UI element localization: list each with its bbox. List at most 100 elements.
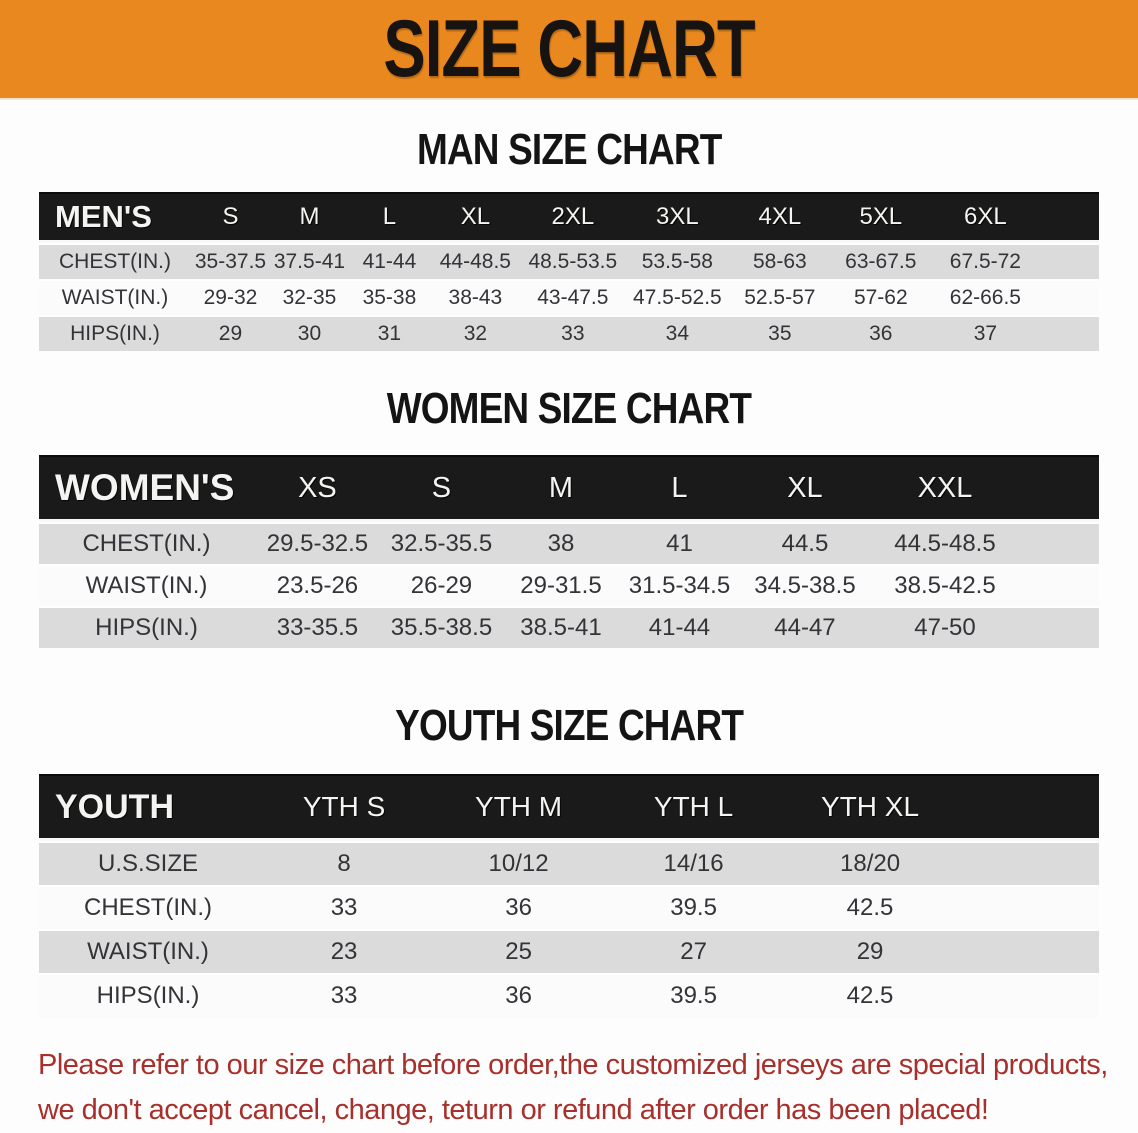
column-header: XL — [429, 192, 521, 243]
table-cell: 39.5 — [606, 973, 782, 1017]
table-cell: 32.5-35.5 — [380, 522, 502, 564]
table-row: CHEST(IN.) 33 36 39.5 42.5 — [39, 885, 1099, 929]
table-cell: 31 — [348, 315, 430, 351]
table-cell: 18/20 — [781, 841, 1099, 885]
women-section-title-text: WOMEN SIZE CHART — [386, 384, 752, 433]
table-row: WAIST(IN.) 23.5-26 26-29 29-31.5 31.5-34… — [39, 564, 1099, 606]
table-cell: 41-44 — [348, 243, 430, 279]
table-cell: 29 — [191, 315, 270, 351]
column-header: S — [191, 192, 270, 243]
table-cell: 33 — [257, 885, 432, 929]
table-cell: 44-48.5 — [429, 243, 521, 279]
table-cell: 35-37.5 — [191, 243, 270, 279]
row-label: WAIST(IN.) — [39, 279, 191, 315]
table-row: CHEST(IN.) 29.5-32.5 32.5-35.5 38 41 44.… — [39, 522, 1099, 564]
table-cell: 38 — [501, 522, 620, 564]
youth-section-title: YOUTH SIZE CHART — [0, 702, 1138, 750]
row-label: HIPS(IN.) — [39, 606, 254, 648]
column-header: YTH M — [431, 774, 607, 841]
table-cell: 8 — [257, 841, 432, 885]
table-cell: 26-29 — [380, 564, 502, 606]
table-cell: 43-47.5 — [520, 279, 625, 315]
man-section-title: MAN SIZE CHART — [0, 126, 1138, 174]
table-cell: 35 — [729, 315, 830, 351]
row-label: CHEST(IN.) — [39, 243, 191, 279]
column-header: M — [501, 455, 620, 522]
table-cell: 48.5-53.5 — [520, 243, 625, 279]
table-cell: 57-62 — [829, 279, 932, 315]
table-row: HIPS(IN.) 29 30 31 32 33 34 35 36 37 — [39, 315, 1099, 351]
men-size-table: MEN'S S M L XL 2XL 3XL 4XL 5XL 6XL CHEST… — [39, 192, 1099, 351]
disclaimer-text: Please refer to our size chart before or… — [38, 1043, 1138, 1133]
size-chart-banner: SIZE CHART — [0, 0, 1138, 100]
row-label: U.S.SIZE — [39, 841, 258, 885]
table-cell: 27 — [606, 929, 782, 973]
row-label: HIPS(IN.) — [39, 315, 191, 351]
table-cell: 53.5-58 — [624, 243, 730, 279]
table-cell: 36 — [431, 885, 607, 929]
column-header: WOMEN'S — [39, 455, 254, 522]
table-cell: 29.5-32.5 — [253, 522, 381, 564]
row-label: WAIST(IN.) — [39, 929, 258, 973]
table-cell: 47.5-52.5 — [624, 279, 730, 315]
disclaimer-line-1: Please refer to our size chart before or… — [38, 1049, 1108, 1081]
table-cell: 44.5 — [738, 522, 871, 564]
table-cell: 34.5-38.5 — [738, 564, 871, 606]
table-cell: 52.5-57 — [729, 279, 830, 315]
youth-section-title-text: YOUTH SIZE CHART — [395, 701, 744, 750]
column-header: 4XL — [729, 192, 830, 243]
table-cell: 14/16 — [606, 841, 782, 885]
table-cell: 29-31.5 — [501, 564, 620, 606]
column-header: YTH S — [257, 774, 432, 841]
column-header: 5XL — [829, 192, 932, 243]
table-cell: 35.5-38.5 — [380, 606, 502, 648]
table-cell: 29-32 — [191, 279, 270, 315]
youth-table-header-row: YOUTH YTH S YTH M YTH L YTH XL — [39, 774, 1099, 841]
table-cell: 32-35 — [269, 279, 349, 315]
column-header: MEN'S — [39, 192, 191, 243]
table-cell: 63-67.5 — [829, 243, 932, 279]
banner-title: SIZE CHART — [383, 4, 755, 94]
man-section-title-text: MAN SIZE CHART — [416, 125, 722, 174]
row-label: CHEST(IN.) — [39, 522, 254, 564]
table-row: WAIST(IN.) 29-32 32-35 35-38 38-43 43-47… — [39, 279, 1099, 315]
women-table-header-row: WOMEN'S XS S M L XL XXL — [39, 455, 1099, 522]
table-cell: 10/12 — [431, 841, 607, 885]
table-cell: 35-38 — [348, 279, 430, 315]
column-header: 2XL — [520, 192, 625, 243]
table-cell: 37 — [931, 315, 1099, 351]
table-cell: 33 — [257, 973, 432, 1017]
table-cell: 58-63 — [729, 243, 830, 279]
column-header: XL — [738, 455, 871, 522]
youth-size-table: YOUTH YTH S YTH M YTH L YTH XL U.S.SIZE … — [39, 774, 1099, 1017]
table-cell: 33 — [520, 315, 625, 351]
column-header: L — [619, 455, 739, 522]
column-header: XXL — [870, 455, 1099, 522]
table-cell: 39.5 — [606, 885, 782, 929]
table-row: CHEST(IN.) 35-37.5 37.5-41 41-44 44-48.5… — [39, 243, 1099, 279]
table-row: U.S.SIZE 8 10/12 14/16 18/20 — [39, 841, 1099, 885]
table-row: HIPS(IN.) 33-35.5 35.5-38.5 38.5-41 41-4… — [39, 606, 1099, 648]
table-row: HIPS(IN.) 33 36 39.5 42.5 — [39, 973, 1099, 1017]
table-cell: 38.5-41 — [501, 606, 620, 648]
table-cell: 67.5-72 — [931, 243, 1099, 279]
table-cell: 34 — [624, 315, 730, 351]
table-cell: 41-44 — [619, 606, 739, 648]
column-header: M — [269, 192, 349, 243]
table-cell: 30 — [269, 315, 349, 351]
row-label: CHEST(IN.) — [39, 885, 258, 929]
table-cell: 25 — [431, 929, 607, 973]
column-header: S — [380, 455, 502, 522]
table-cell: 36 — [829, 315, 932, 351]
row-label: WAIST(IN.) — [39, 564, 254, 606]
disclaimer-line-2: we don't accept cancel, change, teturn o… — [38, 1094, 989, 1126]
table-cell: 44-47 — [738, 606, 871, 648]
women-size-table: WOMEN'S XS S M L XL XXL CHEST(IN.) 29.5-… — [39, 455, 1099, 648]
column-header: L — [348, 192, 430, 243]
table-cell: 23.5-26 — [253, 564, 381, 606]
women-section-title: WOMEN SIZE CHART — [0, 385, 1138, 433]
table-cell: 38.5-42.5 — [870, 564, 1099, 606]
table-cell: 31.5-34.5 — [619, 564, 739, 606]
table-cell: 29 — [781, 929, 1099, 973]
table-row: WAIST(IN.) 23 25 27 29 — [39, 929, 1099, 973]
